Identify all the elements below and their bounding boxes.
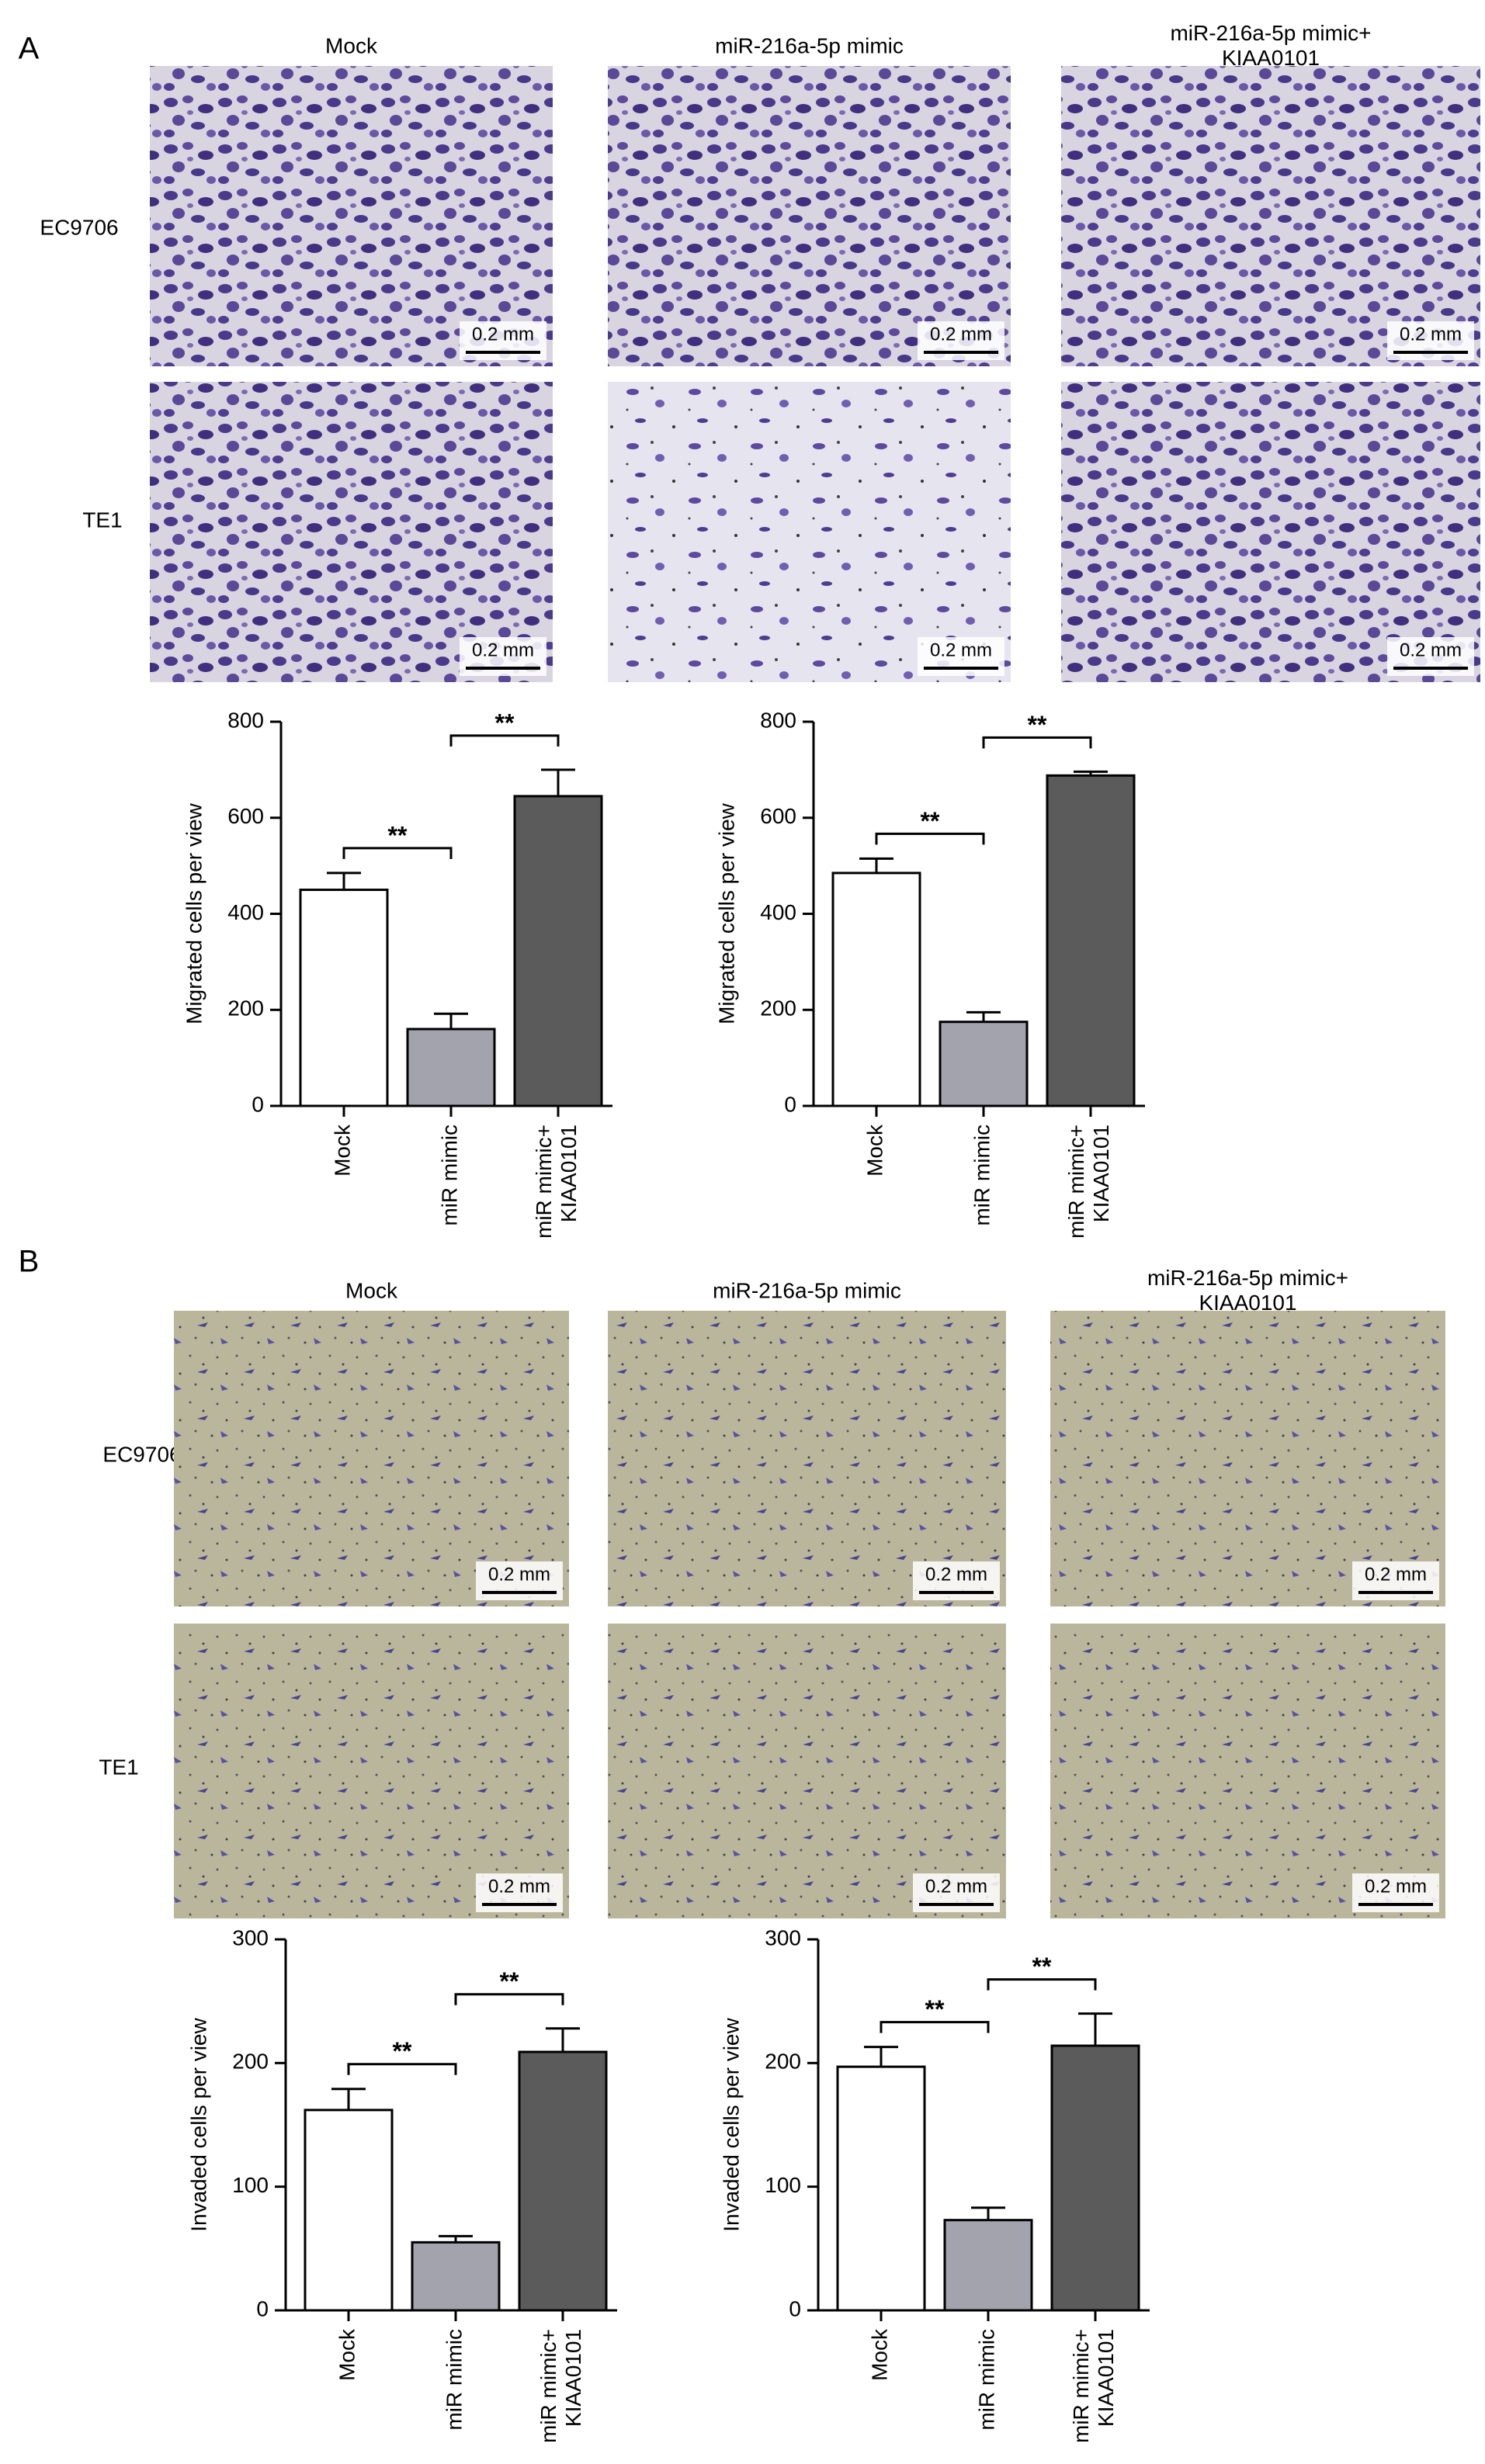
significance-label: ** bbox=[388, 821, 408, 849]
scale-bar-label: 0.2 mm bbox=[925, 1876, 987, 1897]
scale-bar-label: 0.2 mm bbox=[1365, 1876, 1427, 1897]
y-tick-label: 600 bbox=[760, 804, 796, 828]
scale-bar-label: 0.2 mm bbox=[488, 1876, 550, 1897]
micrograph bbox=[1050, 1624, 1445, 1918]
micrograph bbox=[608, 66, 1011, 366]
column-header: miR-216a-5p mimic bbox=[715, 33, 904, 57]
column-header: miR-216a-5p mimic bbox=[713, 1278, 901, 1302]
panel-label: A bbox=[19, 32, 40, 66]
column-header: Mock bbox=[345, 1278, 398, 1302]
row-label: TE1 bbox=[99, 1755, 138, 1779]
significance-bracket bbox=[880, 2021, 990, 2033]
y-tick-label: 0 bbox=[252, 1092, 264, 1116]
x-tick-label: miR mimic bbox=[974, 2329, 998, 2431]
x-tick-label: miR mimic bbox=[437, 1125, 461, 1226]
bar bbox=[939, 1021, 1029, 1107]
bar bbox=[304, 2109, 394, 2312]
significance-label: ** bbox=[495, 709, 515, 736]
micrograph bbox=[150, 66, 553, 366]
micrograph bbox=[1061, 66, 1480, 366]
column-header: Mock bbox=[325, 33, 378, 57]
bar bbox=[1050, 2044, 1140, 2312]
x-tick-label: miR mimic+KIAA0101 bbox=[1064, 1125, 1113, 1239]
scale-bar-label: 0.2 mm bbox=[472, 324, 534, 345]
row-label: EC9706 bbox=[102, 1442, 181, 1466]
y-tick-label: 400 bbox=[760, 900, 796, 924]
y-tick-label: 800 bbox=[227, 708, 264, 732]
significance-label: ** bbox=[1028, 711, 1047, 739]
bar bbox=[411, 2240, 501, 2312]
y-tick-label: 0 bbox=[784, 1092, 796, 1116]
y-axis-label: Invaded cells per view bbox=[186, 2017, 210, 2231]
scale-bar-label: 0.2 mm bbox=[488, 1564, 550, 1585]
significance-bracket bbox=[987, 1978, 1097, 1991]
y-axis-label: Migrated cells per view bbox=[182, 802, 206, 1024]
significance-label: ** bbox=[393, 2037, 412, 2065]
y-tick-label: 0 bbox=[789, 2296, 801, 2320]
significance-label: ** bbox=[1032, 1953, 1052, 1981]
significance-bracket bbox=[342, 847, 453, 859]
significance-bracket bbox=[982, 736, 1092, 749]
scale-bar-label: 0.2 mm bbox=[1400, 639, 1462, 660]
y-axis-label: Migrated cells per view bbox=[714, 802, 738, 1024]
bar bbox=[1046, 774, 1136, 1107]
x-tick-label: miR mimic bbox=[970, 1125, 994, 1226]
micrograph bbox=[1061, 382, 1480, 682]
x-tick-label: Mock bbox=[335, 2328, 359, 2381]
bar bbox=[831, 872, 921, 1107]
y-tick-label: 0 bbox=[256, 2296, 269, 2320]
micrograph bbox=[174, 1311, 569, 1606]
x-tick-label: miR mimic+KIAA0101 bbox=[536, 2329, 585, 2443]
significance-bracket bbox=[347, 2063, 457, 2075]
y-tick-label: 200 bbox=[232, 2050, 269, 2074]
y-axis-label: Invaded cells per view bbox=[719, 2017, 743, 2231]
scale-bar-label: 0.2 mm bbox=[1400, 324, 1462, 345]
micrograph bbox=[174, 1624, 569, 1918]
bar bbox=[513, 795, 603, 1107]
column-header: miR-216a-5p mimic+ KIAA0101 bbox=[1170, 21, 1371, 70]
x-tick-label: Mock bbox=[867, 2328, 891, 2381]
bar bbox=[836, 2065, 926, 2312]
bar bbox=[406, 1028, 496, 1107]
x-tick-label: Mock bbox=[862, 1124, 886, 1177]
scale-bar-label: 0.2 mm bbox=[925, 1564, 987, 1585]
x-tick-label: miR mimic+KIAA0101 bbox=[532, 1125, 581, 1239]
micrograph bbox=[1050, 1311, 1445, 1606]
y-tick-label: 200 bbox=[227, 996, 264, 1021]
scale-bar-label: 0.2 mm bbox=[472, 639, 534, 660]
y-tick-label: 200 bbox=[760, 996, 796, 1021]
y-tick-label: 100 bbox=[232, 2173, 269, 2197]
scale-bar-label: 0.2 mm bbox=[1365, 1564, 1427, 1585]
bar bbox=[943, 2219, 1033, 2312]
scale-bar-label: 0.2 mm bbox=[930, 324, 992, 345]
y-tick-label: 600 bbox=[227, 804, 264, 828]
row-label: EC9706 bbox=[40, 215, 118, 239]
significance-bracket bbox=[454, 1993, 564, 2005]
micrograph bbox=[608, 1624, 1006, 1918]
significance-label: ** bbox=[925, 1995, 945, 2023]
panel-label: B bbox=[19, 1245, 40, 1279]
bar bbox=[299, 889, 389, 1107]
column-header: miR-216a-5p mimic+ KIAA0101 bbox=[1147, 1266, 1348, 1315]
micrograph bbox=[608, 1311, 1006, 1606]
significance-label: ** bbox=[500, 1967, 519, 1995]
micrograph bbox=[608, 382, 1011, 682]
y-tick-label: 100 bbox=[765, 2173, 801, 2197]
y-tick-label: 300 bbox=[232, 1925, 269, 1949]
y-tick-label: 200 bbox=[765, 2050, 801, 2074]
significance-bracket bbox=[875, 832, 985, 845]
y-tick-label: 400 bbox=[227, 900, 264, 924]
scale-bar-label: 0.2 mm bbox=[930, 639, 992, 660]
y-tick-label: 800 bbox=[760, 708, 796, 732]
x-tick-label: miR mimic+KIAA0101 bbox=[1069, 2329, 1118, 2443]
significance-bracket bbox=[449, 734, 560, 747]
x-tick-label: Mock bbox=[330, 1124, 354, 1177]
significance-label: ** bbox=[921, 807, 940, 835]
bar bbox=[518, 2050, 608, 2312]
x-tick-label: miR mimic bbox=[442, 2329, 466, 2431]
row-label: TE1 bbox=[82, 508, 122, 532]
micrograph bbox=[150, 382, 553, 682]
y-tick-label: 300 bbox=[765, 1925, 801, 1949]
